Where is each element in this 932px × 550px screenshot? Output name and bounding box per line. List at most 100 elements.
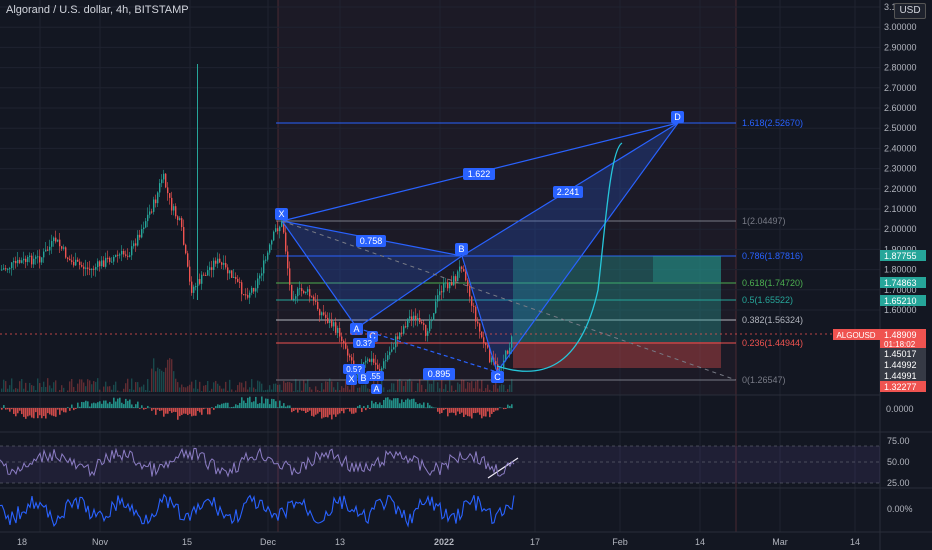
candle-body xyxy=(139,234,141,238)
volume-bar xyxy=(137,382,139,392)
volume-bar xyxy=(323,389,325,392)
volume-bar xyxy=(455,389,457,392)
osc-bar xyxy=(189,408,191,414)
pattern-labels: X A B C D 0.758 0.895 2.241 1.622 X B C … xyxy=(275,111,684,394)
osc-bar xyxy=(485,408,487,417)
time-label: 13 xyxy=(335,537,345,547)
candle-body xyxy=(491,357,493,363)
candle-body xyxy=(171,197,173,211)
candle-body xyxy=(311,296,313,298)
volume-bar xyxy=(243,387,245,392)
candle-body xyxy=(485,343,487,346)
osc-bar xyxy=(371,400,373,408)
price-tick: 2.70000 xyxy=(884,83,917,93)
osc-bar xyxy=(431,406,433,408)
volume-bar xyxy=(237,385,239,392)
osc-bar xyxy=(403,402,405,408)
osc-bar xyxy=(295,408,297,410)
candle-body xyxy=(293,298,295,300)
volume-bar xyxy=(143,384,145,392)
volume-bar xyxy=(439,388,441,392)
osc-bar xyxy=(47,408,49,414)
volume-bar xyxy=(415,390,417,392)
price-tag-bg xyxy=(880,359,926,370)
candle-body xyxy=(435,301,437,314)
price-axis[interactable]: 3.100003.000002.900002.800002.700002.600… xyxy=(884,2,917,315)
osc-bar xyxy=(105,400,107,408)
price-tick: 2.50000 xyxy=(884,123,917,133)
volume-bar xyxy=(429,383,431,392)
price-tick: 2.20000 xyxy=(884,184,917,194)
osc-bar xyxy=(111,403,113,408)
price-tick: 2.80000 xyxy=(884,63,917,73)
fib-label-1: 1(2.04497) xyxy=(742,216,786,226)
candle-body xyxy=(373,358,375,363)
fib-label-1618: 1.618(2.52670) xyxy=(742,118,803,128)
osc-bar xyxy=(411,398,413,408)
osc-bar xyxy=(277,407,279,408)
candle-body xyxy=(417,317,419,321)
volume-bar xyxy=(117,390,119,392)
candle-body xyxy=(35,256,37,259)
position-loss-zone[interactable] xyxy=(513,342,721,368)
candle-body xyxy=(93,268,95,270)
volume-bar xyxy=(11,378,13,392)
osc-bar xyxy=(283,403,285,408)
volume-bar xyxy=(249,387,251,392)
osc-bar xyxy=(63,408,65,413)
candle-body xyxy=(291,284,293,300)
osc-bar xyxy=(495,408,497,411)
position-profit-zone[interactable] xyxy=(513,256,721,342)
candle-body xyxy=(159,183,161,193)
volume-bar xyxy=(485,388,487,392)
volume-bar xyxy=(289,382,291,392)
volume-bar xyxy=(229,379,231,392)
candle-body xyxy=(165,173,167,188)
osc-bar xyxy=(49,408,51,415)
candle-body xyxy=(333,322,335,327)
osc-bar xyxy=(37,408,39,419)
candle-body xyxy=(399,332,401,340)
ratio-bd-label: 2.241 xyxy=(557,187,580,197)
osc-bar xyxy=(15,408,17,417)
candle-body xyxy=(13,261,15,263)
candle-body xyxy=(279,226,281,232)
candle-body xyxy=(283,220,285,233)
price-tag-countdown: 01:18:02 xyxy=(884,340,916,349)
candle-body xyxy=(103,260,105,267)
candle-body xyxy=(459,266,461,272)
candle-body xyxy=(207,270,209,276)
volume-bar xyxy=(133,389,135,392)
candle-body xyxy=(273,231,275,241)
candle-body xyxy=(445,282,447,284)
small-ratio-2-label: 0.3? xyxy=(356,339,372,348)
candle-body xyxy=(389,351,391,356)
candle-body xyxy=(443,283,445,293)
price-tick: 2.90000 xyxy=(884,42,917,52)
small-ratio-3-label: .55 xyxy=(369,372,381,381)
candle-body xyxy=(249,292,251,298)
candle-body xyxy=(129,255,131,257)
volume-bar xyxy=(443,388,445,392)
fib-label-0382: 0.382(1.56324) xyxy=(742,315,803,325)
osc-bar xyxy=(505,408,507,409)
time-axis[interactable]: 18 Nov 15 Dec 13 2022 17 Feb 14 Mar 14 xyxy=(17,537,860,547)
time-label: Nov xyxy=(92,537,109,547)
candle-body xyxy=(477,321,479,324)
osc-bar xyxy=(123,404,125,408)
chart-title: Algorand / U.S. dollar, 4h, BITSTAMP xyxy=(6,4,189,16)
osc-bar xyxy=(215,406,217,408)
volume-bar xyxy=(203,385,205,392)
osc-bar xyxy=(387,397,389,408)
osc-bar xyxy=(57,408,59,410)
candle-body xyxy=(111,261,113,263)
osc-bar xyxy=(349,408,351,412)
volume-bar xyxy=(283,380,285,392)
currency-button[interactable]: USD xyxy=(894,3,926,19)
projection-curve[interactable] xyxy=(496,142,623,372)
candle-body xyxy=(227,267,229,274)
volume-bar xyxy=(459,384,461,392)
osc-bar xyxy=(423,402,425,408)
osc-bar xyxy=(203,408,205,410)
